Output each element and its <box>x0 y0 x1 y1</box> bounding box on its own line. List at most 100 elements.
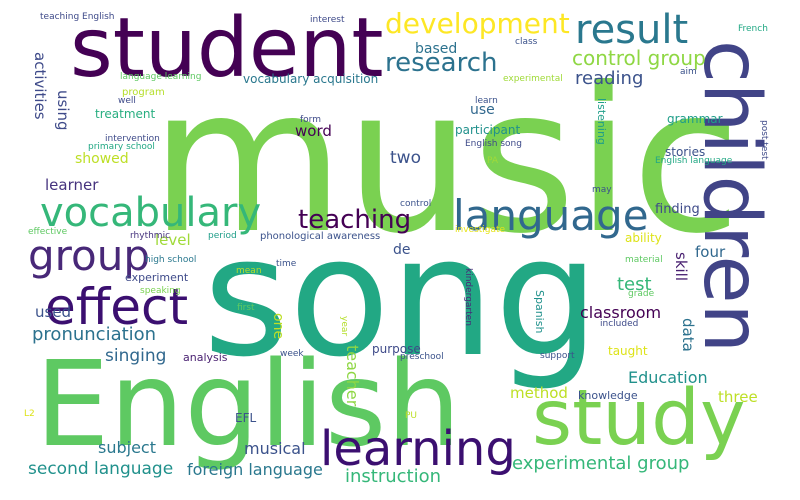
word-english-song: English song <box>465 139 522 149</box>
word-pu: PU <box>405 411 418 421</box>
word-included: included <box>600 319 639 329</box>
word-speaking: speaking <box>140 286 181 296</box>
word-time: time <box>276 259 297 269</box>
word-efl: EFL <box>235 411 257 425</box>
word-finding: finding <box>655 202 700 217</box>
word-grade: grade <box>628 289 655 299</box>
word-l2: L2 <box>24 409 35 419</box>
word-skill: skill <box>672 252 690 282</box>
word-ability: ability <box>625 231 662 245</box>
word-singing: singing <box>105 346 167 366</box>
word-participant: participant <box>455 123 521 137</box>
word-student: student <box>70 1 384 96</box>
word-listening: listening <box>595 98 608 145</box>
word-learning: learning <box>320 421 516 477</box>
word-class: class <box>515 37 538 47</box>
word-period: period <box>208 231 237 241</box>
word-education: Education <box>628 368 708 387</box>
word-material: material <box>625 255 663 265</box>
word-foreign-language: foreign language <box>187 460 323 479</box>
word-well: well <box>118 96 136 106</box>
word-classroom: classroom <box>580 303 662 322</box>
word-investigate: investigate <box>455 225 506 235</box>
word-vocabulary-acquisition: vocabulary acquisition <box>243 72 379 86</box>
word-level: level <box>155 231 191 249</box>
word-knowledge: knowledge <box>578 389 638 402</box>
word-taught: taught <box>608 344 648 358</box>
word-learner: learner <box>45 176 99 194</box>
word-spanish: Spanish <box>533 290 546 334</box>
word-form: form <box>300 115 321 125</box>
word-two: two <box>390 148 421 168</box>
word-preschool: preschool <box>400 352 444 362</box>
word-kindergarten: kindergarten <box>463 268 473 326</box>
word-three: three <box>718 388 758 406</box>
word-intervention: intervention <box>105 134 160 144</box>
word-english-language: English language <box>655 156 733 166</box>
word-phonological-awareness: phonological awareness <box>260 231 381 242</box>
word-using: using <box>54 90 72 131</box>
word-based: based <box>415 41 458 57</box>
word-musical: musical <box>244 439 306 458</box>
word-effective: effective <box>28 227 68 237</box>
word-research: research <box>385 48 498 78</box>
word-showed: showed <box>75 151 129 167</box>
word-teaching-english: teaching English <box>40 12 115 22</box>
word-high-school: high school <box>145 255 197 265</box>
word-experimental-group: experimental group <box>512 453 690 474</box>
word-grammar: grammar <box>667 112 723 126</box>
word-program: program <box>122 87 165 98</box>
word-children: children <box>686 40 776 353</box>
word-subject: subject <box>98 438 156 457</box>
word-analysis: analysis <box>183 351 228 364</box>
word-pa: PA <box>487 156 499 166</box>
word-primary-school: primary school <box>88 142 155 152</box>
word-activities: activities <box>31 52 49 120</box>
word-purpose: purpose <box>372 342 421 356</box>
word-pronunciation: pronunciation <box>32 324 157 345</box>
word-data: data <box>679 318 697 352</box>
word-may: may <box>592 185 612 195</box>
word-experiment: experiment <box>125 271 189 284</box>
word-music: music <box>150 45 742 278</box>
word-group: group <box>28 231 150 280</box>
word-aim: aim <box>680 67 697 77</box>
word-french: French <box>738 24 768 34</box>
word-development: development <box>385 7 570 40</box>
word-english: English <box>35 335 462 473</box>
word-support: support <box>540 351 575 361</box>
word-method: method <box>510 384 568 402</box>
word-vocabulary: vocabulary <box>40 190 262 236</box>
word-experimental: experimental <box>503 74 563 84</box>
word-teaching: teaching <box>298 205 412 235</box>
word-song: song <box>203 201 600 393</box>
word-interest: interest <box>310 15 345 25</box>
word-stories: stories <box>665 145 706 159</box>
word-second-language: second language <box>28 459 174 479</box>
word-reading: reading <box>575 68 644 89</box>
word-learn: learn <box>475 96 498 106</box>
word-control: control <box>400 199 432 209</box>
word-week: week <box>280 349 304 359</box>
word-language: language <box>453 191 649 240</box>
word-mean: mean <box>236 266 262 276</box>
word-year: year <box>339 316 349 337</box>
word-four: four <box>695 243 726 261</box>
word-instruction: instruction <box>345 466 442 487</box>
word-teacher: teacher <box>343 345 362 407</box>
word-used: used <box>35 303 72 321</box>
word-treatment: treatment <box>95 107 156 121</box>
word-use: use <box>470 102 495 118</box>
word-study: study <box>532 374 746 463</box>
word-control-group: control group <box>572 46 706 70</box>
word-first: first <box>237 303 255 313</box>
word-test: test <box>617 274 652 295</box>
word-result: result <box>575 7 689 53</box>
word-word: word <box>295 122 332 140</box>
word-language-learning: language learning <box>120 72 202 82</box>
word-one: one <box>270 313 286 340</box>
word-de: de <box>393 242 411 258</box>
word-rhythmic: rhythmic <box>130 231 171 241</box>
word-post-test: post test <box>759 120 769 160</box>
